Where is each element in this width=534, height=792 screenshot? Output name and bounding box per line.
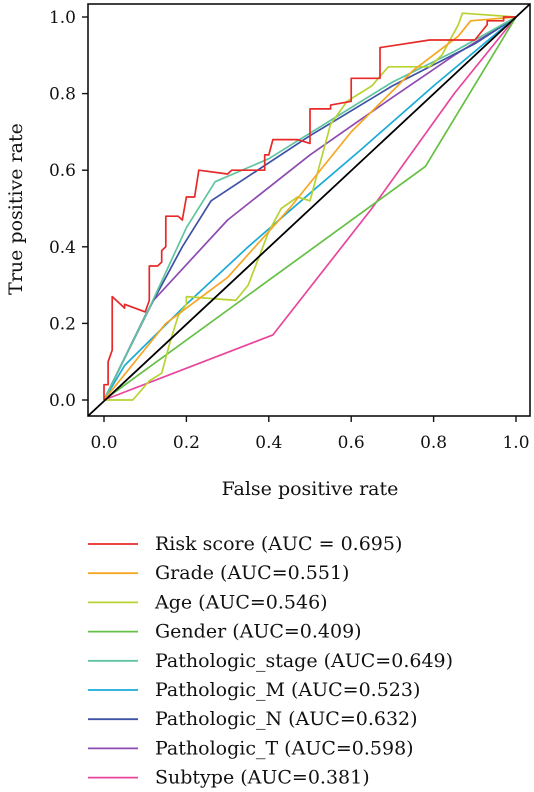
x-tick-label: 0.6 [338, 433, 365, 453]
legend-label: Pathologic_M (AUC=0.523) [155, 679, 420, 701]
x-tick-label: 1.0 [502, 433, 529, 453]
roc-curve-0 [103, 16, 516, 400]
roc-curves [87, 3, 531, 417]
legend-label: Grade (AUC=0.551) [155, 562, 349, 584]
y-axis: 0.0 0.2 0.4 0.6 0.8 1.0 [49, 8, 88, 411]
y-axis-title: True positive rate [5, 123, 27, 295]
legend-label: Risk score (AUC = 0.695) [155, 533, 402, 555]
x-tick-label: 0.0 [90, 433, 117, 453]
x-tick-label: 0.4 [255, 433, 282, 453]
roc-curve-4 [103, 16, 517, 401]
x-axis: 0.0 0.2 0.4 0.6 0.8 1.0 [90, 416, 530, 453]
roc-curve-1 [103, 16, 517, 401]
y-tick-label: 0.6 [49, 161, 76, 181]
roc-curve-2 [104, 12, 517, 401]
legend-label: Pathologic_N (AUC=0.632) [155, 708, 418, 730]
legend-label: Gender (AUC=0.409) [155, 621, 362, 643]
legend: Risk score (AUC = 0.695) Grade (AUC=0.551… [88, 533, 453, 789]
x-tick-label: 0.8 [420, 433, 447, 453]
roc-curve-3 [103, 16, 517, 401]
plot-frame [87, 3, 531, 417]
diagonal-reference-line [87, 3, 531, 417]
y-tick-label: 0.0 [49, 391, 76, 411]
y-tick-label: 0.4 [49, 238, 76, 258]
legend-label: Subtype (AUC=0.381) [155, 767, 370, 789]
legend-label: Age (AUC=0.546) [154, 591, 328, 613]
x-tick-label: 0.2 [173, 433, 200, 453]
y-tick-label: 1.0 [49, 8, 76, 28]
y-tick-label: 0.8 [49, 85, 76, 105]
roc-curve-8 [103, 16, 517, 401]
legend-label: Pathologic_stage (AUC=0.649) [155, 650, 453, 672]
y-tick-label: 0.2 [49, 314, 76, 334]
x-axis-title: False positive rate [222, 478, 399, 500]
legend-label: Pathologic_T (AUC=0.598) [155, 737, 414, 759]
